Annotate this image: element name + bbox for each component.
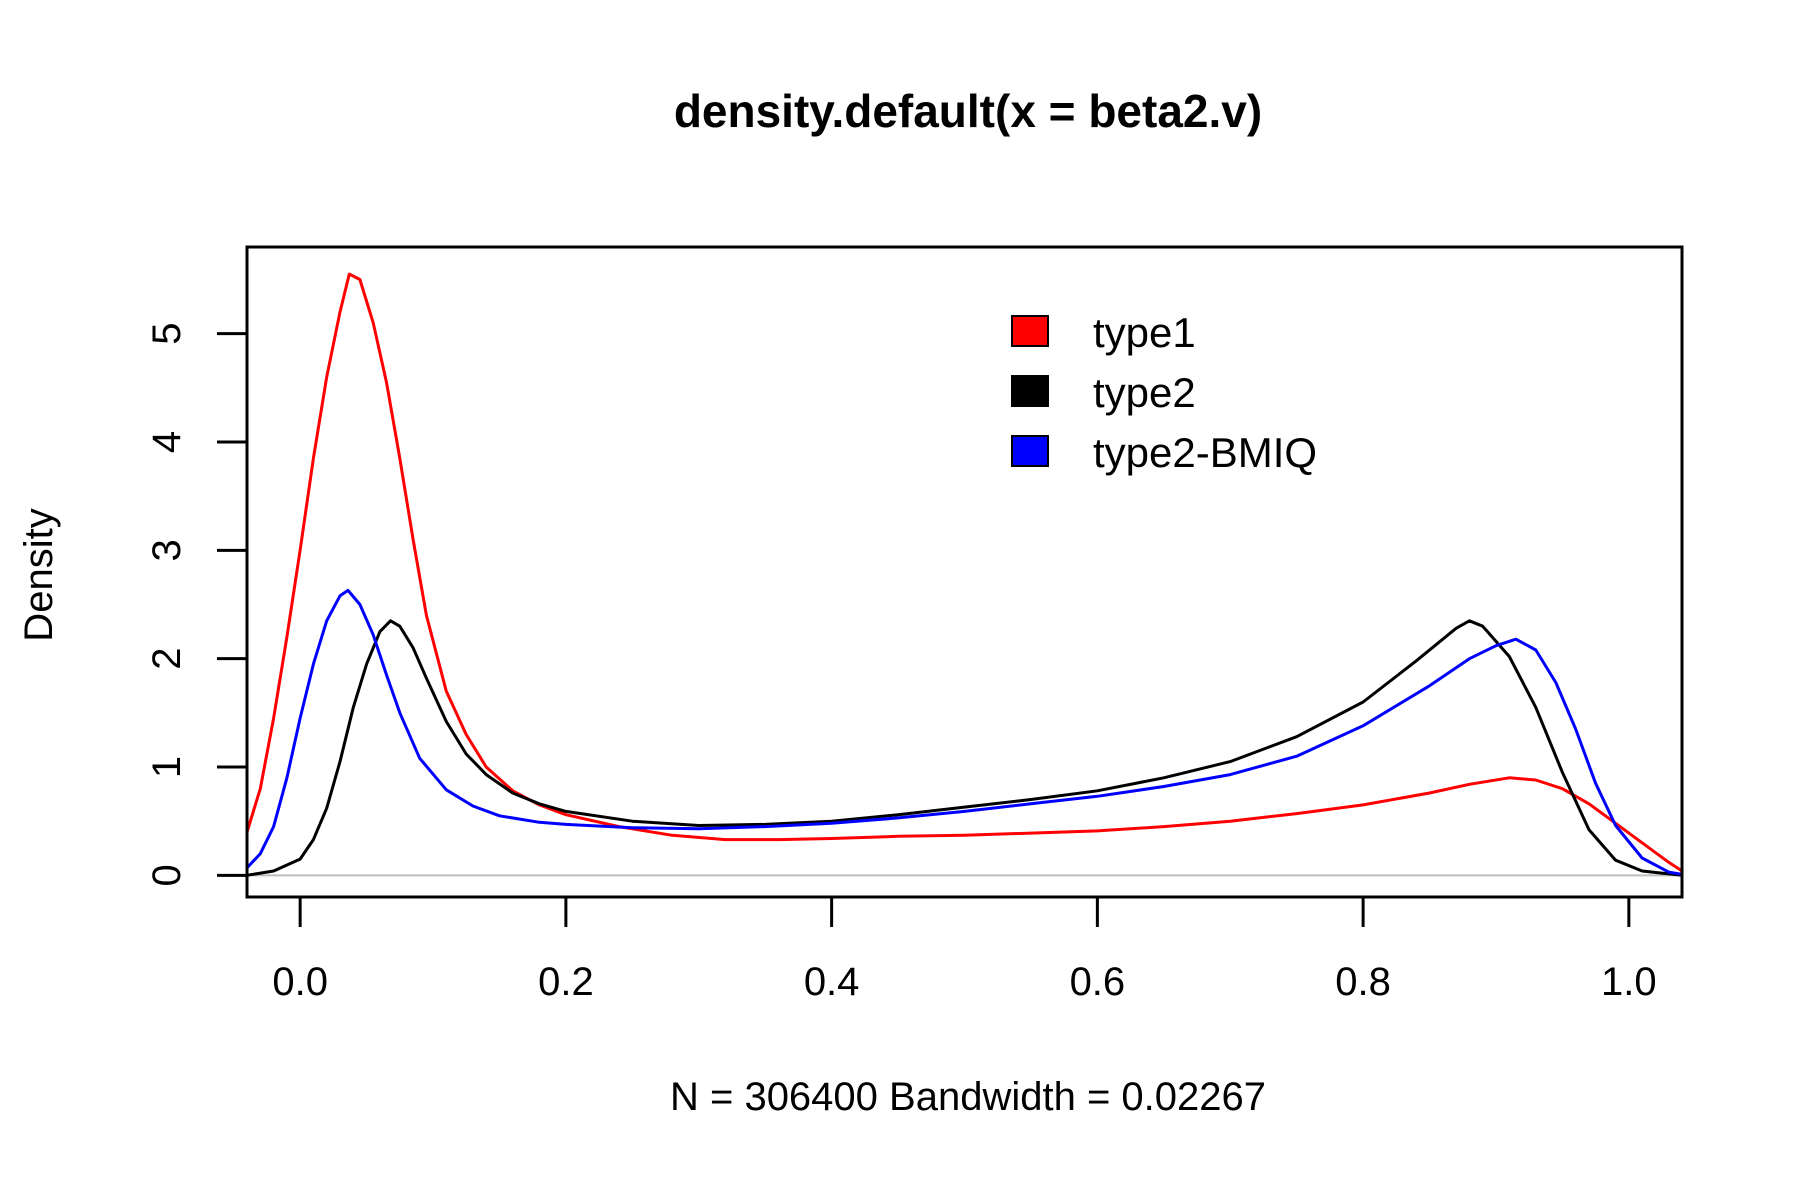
chart-title: density.default(x = beta2.v) (674, 85, 1262, 137)
series-line-type2 (245, 619, 1684, 877)
y-tick-label: 0 (145, 864, 189, 886)
y-axis: 0 1 2 3 4 5 (145, 323, 249, 886)
legend: type1 type2 type2-BMIQ (1011, 309, 1317, 476)
legend-label-type1: type1 (1093, 309, 1196, 356)
x-tick-label: 0.0 (272, 960, 328, 1004)
x-tick-label: 0.4 (804, 960, 860, 1004)
x-axis-label: N = 306400 Bandwidth = 0.02267 (670, 1075, 1266, 1119)
y-tick-label: 3 (145, 539, 189, 561)
x-axis: 0.0 0.2 0.4 0.6 0.8 1.0 (272, 895, 1657, 1004)
legend-label-type2: type2 (1093, 369, 1196, 416)
y-tick-label: 1 (145, 756, 189, 778)
legend-swatch-type2-BMIQ (1011, 435, 1049, 467)
plot-lines (245, 272, 1684, 877)
y-axis-label: Density (17, 508, 61, 641)
legend-label-type2-BMIQ: type2-BMIQ (1093, 429, 1317, 476)
x-tick-label: 0.6 (1070, 960, 1126, 1004)
series-line-type2-BMIQ (245, 588, 1684, 876)
legend-swatch-type1 (1011, 315, 1049, 347)
y-tick-label: 2 (145, 648, 189, 670)
x-tick-label: 0.8 (1335, 960, 1391, 1004)
series-line-type1 (245, 272, 1684, 873)
y-tick-label: 5 (145, 323, 189, 345)
legend-swatch-type2 (1011, 375, 1049, 407)
x-tick-label: 0.2 (538, 960, 594, 1004)
y-tick-label: 4 (145, 431, 189, 453)
x-tick-label: 1.0 (1601, 960, 1657, 1004)
